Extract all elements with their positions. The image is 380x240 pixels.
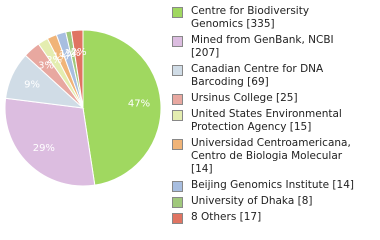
slice-label: 29% <box>33 143 55 154</box>
legend-label: Mined from GenBank, NCBI [207] <box>191 34 334 59</box>
legend-label: Beijing Genomics Institute [14] <box>191 179 354 191</box>
slice-label: 1% <box>59 49 75 60</box>
chart: 47%29%9%3%2%1%1%1%2% <box>4 29 162 187</box>
legend-swatch <box>172 110 183 121</box>
legend-swatch <box>172 181 183 192</box>
legend-item: Mined from GenBank, NCBI [207] <box>172 34 372 60</box>
legend-item: Centre for Biodiversity Genomics [335] <box>172 5 372 31</box>
slice-label: 2% <box>46 55 62 66</box>
legend-swatch <box>172 94 183 105</box>
pie-slice <box>70 29 84 109</box>
pie-slice <box>82 29 162 186</box>
legend-swatch <box>172 213 183 224</box>
legend-label: Centre for Biodiversity Genomics [335] <box>191 5 310 30</box>
slice-label: 1% <box>65 48 81 59</box>
legend-item: 8 Others [17] <box>172 211 372 224</box>
legend-label: University of Dhaka [8] <box>191 195 313 207</box>
slice-label: 9% <box>24 79 40 90</box>
legend: Centre for Biodiversity Genomics [335] Mi… <box>172 5 372 227</box>
legend-swatch <box>172 139 183 150</box>
slice-label: 47% <box>128 99 150 110</box>
legend-label: 8 Others [17] <box>191 211 262 223</box>
legend-swatch <box>172 7 183 18</box>
legend-label: United States Environmental Protection A… <box>191 108 342 133</box>
legend-item: Canadian Centre for DNA Barcoding [69] <box>172 63 372 89</box>
legend-item: Beijing Genomics Institute [14] <box>172 179 372 192</box>
legend-label: Canadian Centre for DNA Barcoding [69] <box>191 63 324 88</box>
pie-slice <box>4 97 96 187</box>
legend-item: Universidad Centroamericana, Centro de B… <box>172 137 372 176</box>
slice-label: 3% <box>38 61 54 72</box>
legend-item: United States Environmental Protection A… <box>172 108 372 134</box>
legend-label: Ursinus College [25] <box>191 92 298 104</box>
legend-swatch <box>172 65 183 76</box>
slice-label: 2% <box>71 47 87 58</box>
legend-label: Universidad Centroamericana, Centro de B… <box>191 137 351 175</box>
legend-swatch <box>172 197 183 208</box>
legend-swatch <box>172 36 183 47</box>
legend-item: Ursinus College [25] <box>172 92 372 105</box>
slice-label: 1% <box>53 52 69 63</box>
legend-item: University of Dhaka [8] <box>172 195 372 208</box>
